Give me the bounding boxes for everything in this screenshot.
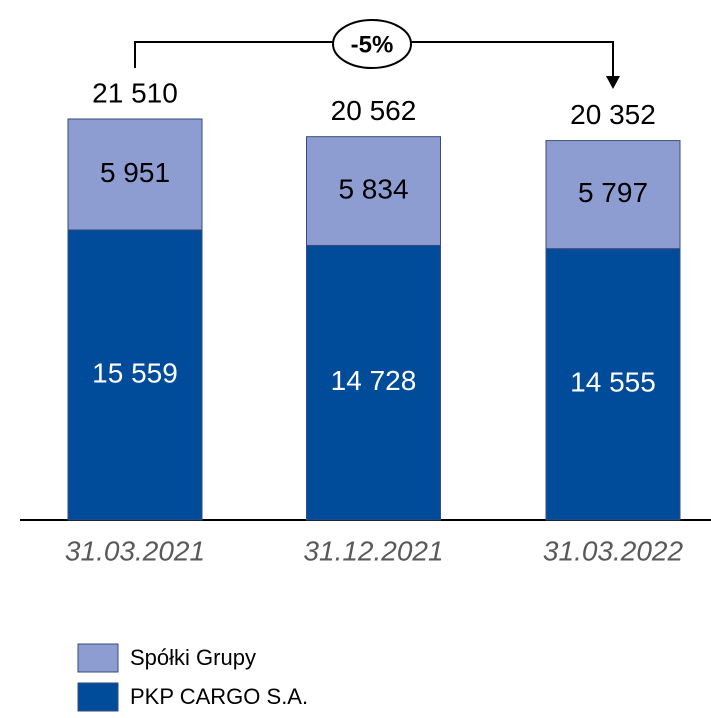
legend-swatch (77, 643, 119, 673)
total-label: 20 562 (331, 95, 417, 126)
x-tick-label: 31.03.2022 (543, 535, 684, 566)
value-label: 14 555 (570, 367, 656, 398)
bar-segment (545, 248, 681, 521)
annotation: -5% (351, 31, 394, 58)
legend-swatch (77, 682, 119, 712)
value-label: 14 728 (331, 365, 417, 396)
change-bracket (134, 41, 614, 78)
arrow-head (606, 76, 620, 89)
value-label: 5 834 (338, 173, 408, 204)
bar-segment (67, 229, 203, 521)
value-label: 5 797 (578, 177, 648, 208)
annotation-bubble (332, 19, 412, 69)
bar-segment (306, 136, 441, 246)
total-label: 20 352 (570, 99, 656, 130)
value-label: 15 559 (92, 357, 178, 388)
bar-segment (67, 118, 203, 231)
legend-label: Spółki Grupy (130, 645, 256, 670)
total-label: 21 510 (92, 77, 178, 108)
legend-label: PKP CARGO S.A. (130, 684, 308, 709)
value-label: 5 951 (100, 157, 170, 188)
x-tick-label: 31.03.2021 (65, 535, 205, 566)
x-tick-label: 31.12.2021 (303, 535, 443, 566)
bar-segment (306, 244, 441, 521)
bar-segment (545, 140, 681, 250)
